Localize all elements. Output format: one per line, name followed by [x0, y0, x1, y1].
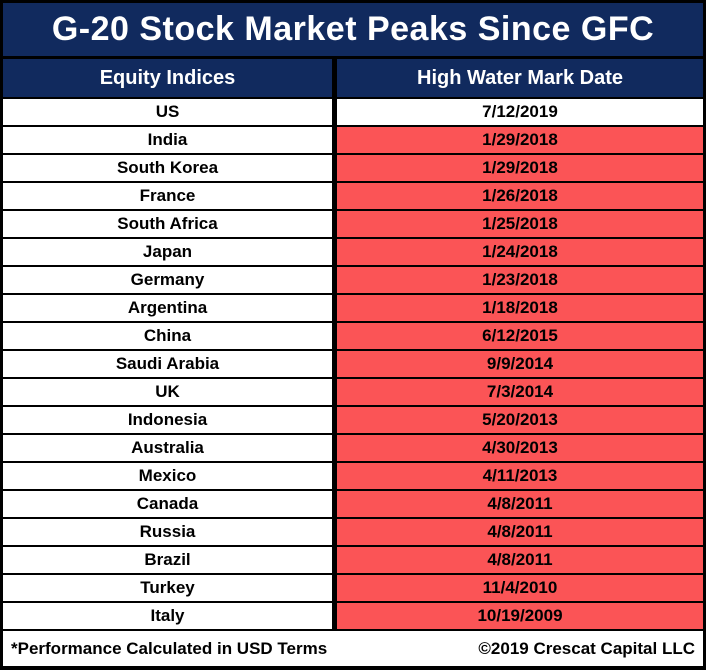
high-water-mark-date-cell: 1/29/2018 — [337, 127, 703, 153]
equity-index-cell: Italy — [3, 603, 332, 629]
table-row: Russia 4/8/2011 — [3, 519, 703, 545]
high-water-mark-date-cell: 5/20/2013 — [337, 407, 703, 433]
equity-index-cell: Saudi Arabia — [3, 351, 332, 377]
high-water-mark-date-cell: 1/25/2018 — [337, 211, 703, 237]
equity-index-cell: South Korea — [3, 155, 332, 181]
table-row: South Africa 1/25/2018 — [3, 211, 703, 237]
equity-index-cell: Canada — [3, 491, 332, 517]
table-row: Japan 1/24/2018 — [3, 239, 703, 265]
column-header-equity-indices: Equity Indices — [3, 59, 332, 97]
table-row: Germany 1/23/2018 — [3, 267, 703, 293]
high-water-mark-date-cell: 4/11/2013 — [337, 463, 703, 489]
high-water-mark-date-cell: 1/29/2018 — [337, 155, 703, 181]
table-footer: *Performance Calculated in USD Terms ©20… — [3, 631, 703, 666]
high-water-mark-date-cell: 1/18/2018 — [337, 295, 703, 321]
high-water-mark-date-cell: 10/19/2009 — [337, 603, 703, 629]
table-row: Italy 10/19/2009 — [3, 603, 703, 629]
equity-index-cell: US — [3, 99, 332, 125]
table-row: South Korea 1/29/2018 — [3, 155, 703, 181]
table-row: US 7/12/2019 — [3, 99, 703, 125]
table-row: Indonesia 5/20/2013 — [3, 407, 703, 433]
high-water-mark-date-cell: 11/4/2010 — [337, 575, 703, 601]
table-row: France 1/26/2018 — [3, 183, 703, 209]
figure-title: G-20 Stock Market Peaks Since GFC — [3, 3, 703, 56]
equity-index-cell: Brazil — [3, 547, 332, 573]
table-row: Brazil 4/8/2011 — [3, 547, 703, 573]
table-row: Argentina 1/18/2018 — [3, 295, 703, 321]
equity-index-cell: Mexico — [3, 463, 332, 489]
footer-copyright: ©2019 Crescat Capital LLC — [478, 638, 695, 658]
table-row: Mexico 4/11/2013 — [3, 463, 703, 489]
high-water-mark-date-cell: 6/12/2015 — [337, 323, 703, 349]
table-row: India 1/29/2018 — [3, 127, 703, 153]
high-water-mark-date-cell: 1/26/2018 — [337, 183, 703, 209]
equity-index-cell: Turkey — [3, 575, 332, 601]
high-water-mark-date-cell: 7/12/2019 — [337, 99, 703, 125]
footer-performance-note: *Performance Calculated in USD Terms — [11, 638, 328, 658]
high-water-mark-date-cell: 7/3/2014 — [337, 379, 703, 405]
high-water-mark-date-cell: 4/8/2011 — [337, 519, 703, 545]
high-water-mark-date-cell: 1/23/2018 — [337, 267, 703, 293]
equity-index-cell: India — [3, 127, 332, 153]
high-water-mark-date-cell: 4/8/2011 — [337, 491, 703, 517]
equity-index-cell: Argentina — [3, 295, 332, 321]
equity-index-cell: Indonesia — [3, 407, 332, 433]
high-water-mark-date-cell: 9/9/2014 — [337, 351, 703, 377]
table-row: Australia 4/30/2013 — [3, 435, 703, 461]
equity-index-cell: UK — [3, 379, 332, 405]
column-header-high-water-mark-date: High Water Mark Date — [337, 59, 703, 97]
high-water-mark-date-cell: 1/24/2018 — [337, 239, 703, 265]
table-body: US 7/12/2019 India 1/29/2018 South Korea 1/29… — [3, 99, 703, 631]
equity-index-cell: Germany — [3, 267, 332, 293]
table-header-row: Equity Indices High Water Mark Date — [3, 59, 703, 97]
equity-index-cell: China — [3, 323, 332, 349]
equity-index-cell: France — [3, 183, 332, 209]
equity-index-cell: Australia — [3, 435, 332, 461]
table-row: UK 7/3/2014 — [3, 379, 703, 405]
table-row: China 6/12/2015 — [3, 323, 703, 349]
table-row: Turkey 11/4/2010 — [3, 575, 703, 601]
table-row: Saudi Arabia 9/9/2014 — [3, 351, 703, 377]
equity-index-cell: South Africa — [3, 211, 332, 237]
high-water-mark-date-cell: 4/8/2011 — [337, 547, 703, 573]
equity-index-cell: Japan — [3, 239, 332, 265]
table-row: Canada 4/8/2011 — [3, 491, 703, 517]
equity-index-cell: Russia — [3, 519, 332, 545]
high-water-mark-date-cell: 4/30/2013 — [337, 435, 703, 461]
